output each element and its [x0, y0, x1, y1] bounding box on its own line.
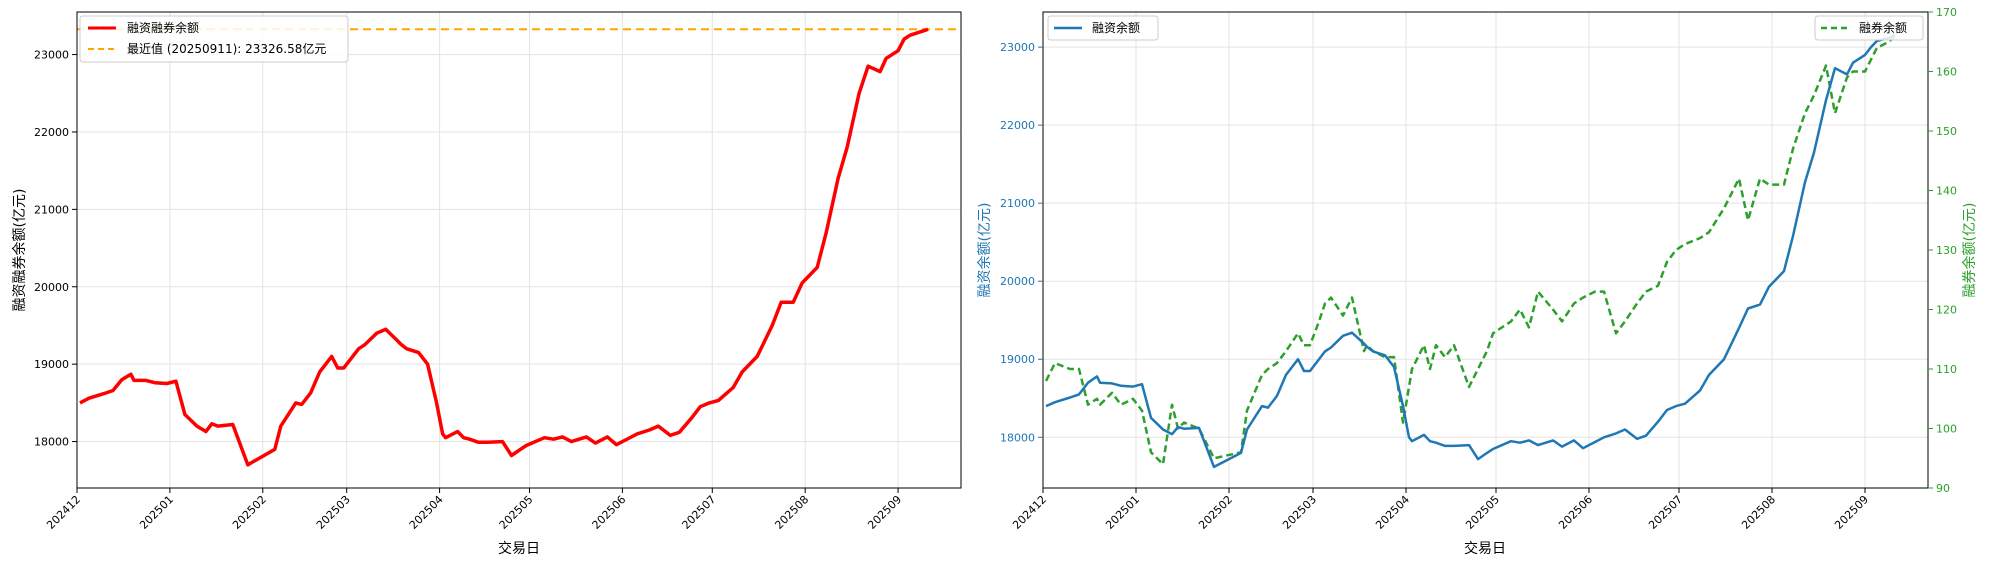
left-x-tick-label: 202501: [137, 493, 176, 532]
right-left-y-ticks: 18000 19000 20000 21000 22000 23000: [1000, 41, 1043, 444]
left-plot-frame: [76, 11, 962, 489]
right-right-y-ticks: 90 100 110 120 130 140 150 160 170: [1928, 6, 1957, 495]
right-legend-left-box: [1047, 15, 1159, 41]
left-plot-area: [77, 12, 961, 488]
left-x-tick-label: 202506: [590, 493, 629, 532]
right-x-tick-label: 202506: [1556, 493, 1595, 532]
legend-label-latest: 最近值 (20250911): 23326.58亿元: [127, 41, 326, 56]
right-x-tick-label: 202508: [1739, 493, 1778, 532]
left-x-axis-label: 交易日: [498, 540, 540, 557]
left-x-ticks: 202412 202501 202502 202503 202504 202505 2025…: [44, 488, 904, 532]
right-left-y-axis-label: 融资余额(亿元): [976, 203, 993, 298]
left-y-tick-label: 19000: [34, 358, 69, 371]
right-right-y-tick-label: 110: [1936, 363, 1957, 376]
right-right-y-tick-label: 100: [1936, 423, 1957, 436]
left-grid: [76, 12, 961, 488]
left-x-tick-label: 202505: [497, 493, 536, 532]
right-right-y-tick-label: 90: [1936, 482, 1950, 495]
left-x-tick-label: 202412: [44, 493, 83, 532]
right-right-y-tick-label: 140: [1936, 185, 1957, 198]
short-balance-line: [1044, 34, 1896, 466]
legend-label-total: 融资融券余额: [127, 20, 199, 35]
left-legend: 融资融券余额 最近值 (20250911): 23326.58亿元: [79, 15, 349, 63]
right-x-tick-label: 202505: [1463, 493, 1502, 532]
left-y-tick-label: 20000: [34, 281, 69, 294]
legend-label-short: 融券余额: [1859, 20, 1907, 35]
right-left-y-tick-label: 22000: [1000, 119, 1035, 132]
right-left-y-tick-label: 18000: [1000, 431, 1035, 444]
left-legend-box: [79, 15, 349, 63]
right-x-ticks: 202412 202501 202502 202503 202504 202505 2025…: [1010, 488, 1871, 532]
legend-label-margin: 融资余额: [1092, 20, 1140, 35]
right-left-y-tick-label: 20000: [1000, 275, 1035, 288]
total-balance-line: [79, 27, 929, 467]
margin-balance-line: [1045, 33, 1896, 469]
right-x-tick-label: 202507: [1646, 493, 1685, 532]
left-x-tick-label: 202503: [314, 493, 353, 532]
right-x-tick-label: 202503: [1280, 493, 1319, 532]
left-chart: 202412 202501 202502 202503 202504 202505 2025…: [11, 11, 962, 557]
right-lines: [1044, 33, 1896, 469]
left-x-tick-label: 202509: [865, 493, 904, 532]
right-right-y-tick-label: 120: [1936, 304, 1957, 317]
right-x-tick-label: 202501: [1103, 493, 1142, 532]
right-legend-right: 融券余额: [1814, 15, 1924, 41]
right-left-y-tick-label: 21000: [1000, 197, 1035, 210]
left-y-tick-label: 22000: [34, 126, 69, 139]
right-x-tick-label: 202502: [1196, 493, 1235, 532]
right-legend-right-box: [1814, 15, 1924, 41]
right-x-tick-label: 202504: [1373, 493, 1412, 532]
right-right-y-tick-label: 170: [1936, 6, 1957, 19]
left-x-tick-label: 202504: [407, 493, 446, 532]
right-left-y-tick-label: 19000: [1000, 353, 1035, 366]
right-chart: 202412 202501 202502 202503 202504 202505 2025…: [976, 6, 1978, 557]
left-x-tick-label: 202502: [230, 493, 269, 532]
right-right-y-tick-label: 150: [1936, 125, 1957, 138]
right-right-y-tick-label: 160: [1936, 66, 1957, 79]
right-grid: [1042, 12, 1928, 488]
right-right-y-axis-label: 融券余额(亿元): [1961, 203, 1978, 298]
left-y-axis-label: 融资融券余额(亿元): [11, 189, 28, 312]
left-y-ticks: 18000 19000 20000 21000 22000 23000: [34, 49, 77, 449]
right-left-y-tick-label: 23000: [1000, 41, 1035, 54]
left-y-tick-label: 18000: [34, 436, 69, 449]
right-x-tick-label: 202509: [1832, 493, 1871, 532]
right-x-tick-label: 202412: [1010, 493, 1049, 532]
left-y-tick-label: 21000: [34, 203, 69, 216]
left-y-tick-label: 23000: [34, 49, 69, 62]
right-plot-area: [1043, 12, 1928, 488]
right-x-axis-label: 交易日: [1464, 540, 1506, 557]
right-right-y-tick-label: 130: [1936, 244, 1957, 257]
left-x-tick-label: 202508: [772, 493, 811, 532]
right-legend-left: 融资余额: [1047, 15, 1159, 41]
left-x-tick-label: 202507: [680, 493, 719, 532]
